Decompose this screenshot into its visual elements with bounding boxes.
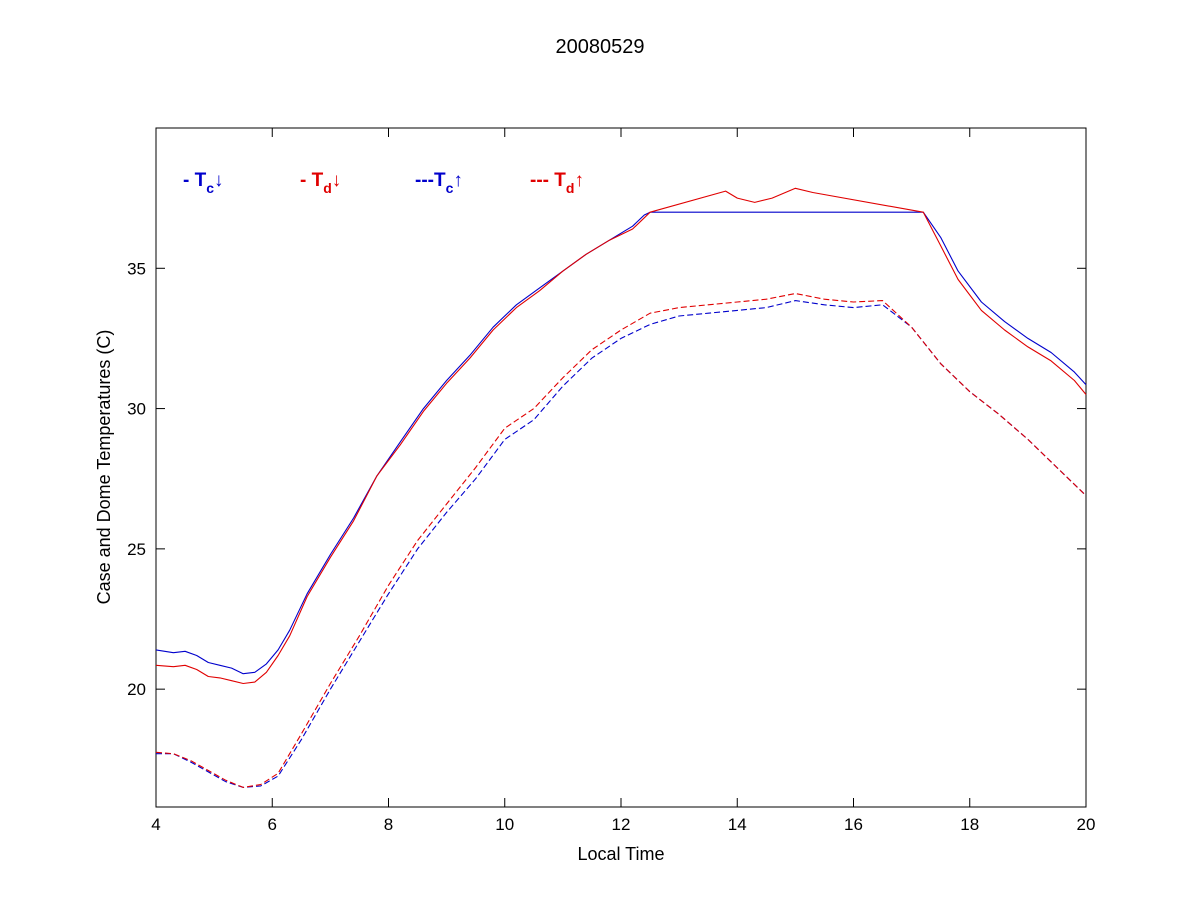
x-tick-label: 4 bbox=[151, 815, 160, 834]
y-tick-label: 20 bbox=[127, 680, 146, 699]
x-tick-label: 20 bbox=[1077, 815, 1096, 834]
series-line-3 bbox=[156, 300, 1087, 788]
y-tick-label: 35 bbox=[127, 259, 146, 278]
legend-entry-2: - Td↓ bbox=[300, 170, 341, 196]
x-tick-label: 16 bbox=[844, 815, 863, 834]
x-tick-label: 6 bbox=[268, 815, 277, 834]
x-axis-label: Local Time bbox=[577, 844, 664, 864]
legend-entry-1: - Tc↓ bbox=[183, 170, 224, 196]
y-tick-label: 30 bbox=[127, 400, 146, 419]
x-axis-ticks: 4 6 8 10 12 14 16 18 20 bbox=[151, 128, 1095, 834]
plot-area bbox=[155, 127, 1087, 808]
y-tick-label: 25 bbox=[127, 540, 146, 559]
legend-entry-3: ---Tc↑ bbox=[415, 170, 463, 196]
series-line-2 bbox=[155, 187, 1087, 685]
y-axis-ticks: 20 25 30 35 bbox=[127, 259, 1086, 699]
x-tick-label: 18 bbox=[960, 815, 979, 834]
x-tick-label: 8 bbox=[384, 815, 393, 834]
series-line-1 bbox=[155, 211, 1087, 675]
x-tick-label: 10 bbox=[495, 815, 514, 834]
legend-entry-4: --- Td↑ bbox=[530, 170, 584, 196]
x-tick-label: 14 bbox=[728, 815, 747, 834]
chart-title: 20080529 bbox=[556, 36, 645, 58]
legend: - Tc↓ - Td↓ ---Tc↑ --- Td↑ bbox=[183, 170, 584, 196]
x-tick-label: 12 bbox=[612, 815, 631, 834]
series-line-4 bbox=[155, 292, 1087, 788]
y-axis-label: Case and Dome Temperatures (C) bbox=[94, 330, 114, 605]
series-layer bbox=[155, 187, 1087, 788]
